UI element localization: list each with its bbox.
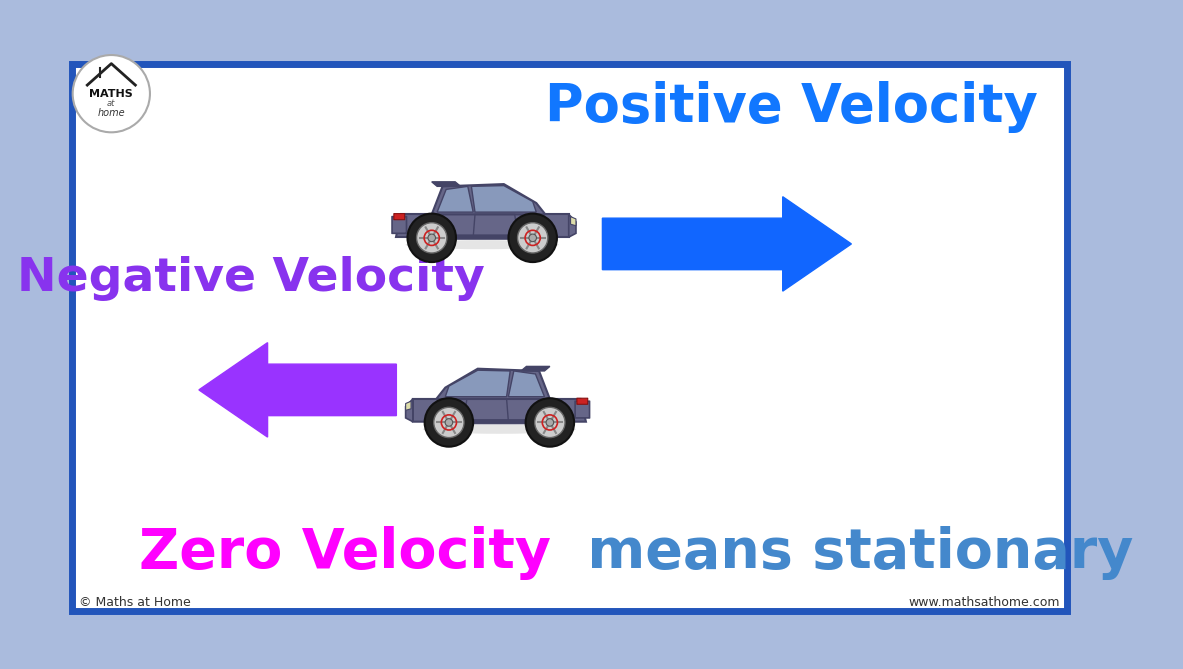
Polygon shape: [406, 399, 413, 421]
FancyBboxPatch shape: [431, 419, 568, 424]
Polygon shape: [432, 184, 545, 214]
Text: means stationary: means stationary: [568, 526, 1133, 580]
FancyArrow shape: [602, 197, 852, 291]
Polygon shape: [569, 214, 576, 237]
Circle shape: [517, 223, 548, 253]
Circle shape: [509, 213, 557, 262]
Polygon shape: [570, 217, 576, 225]
Polygon shape: [432, 182, 460, 187]
Circle shape: [547, 419, 554, 426]
Polygon shape: [395, 214, 569, 237]
Text: Zero Velocity: Zero Velocity: [138, 526, 551, 580]
Text: home: home: [97, 108, 125, 118]
FancyBboxPatch shape: [577, 398, 588, 404]
Polygon shape: [521, 367, 550, 371]
Polygon shape: [406, 401, 411, 410]
FancyBboxPatch shape: [394, 213, 405, 219]
Text: Positive Velocity: Positive Velocity: [545, 80, 1037, 132]
Circle shape: [529, 234, 536, 242]
FancyArrow shape: [199, 343, 396, 437]
Polygon shape: [471, 185, 536, 212]
Circle shape: [525, 398, 574, 447]
Polygon shape: [437, 369, 550, 399]
Text: MATHS: MATHS: [90, 89, 134, 98]
Polygon shape: [413, 399, 586, 421]
FancyBboxPatch shape: [72, 64, 1067, 611]
FancyBboxPatch shape: [575, 401, 589, 418]
Circle shape: [72, 55, 150, 132]
Circle shape: [434, 407, 464, 438]
Polygon shape: [438, 187, 473, 212]
Text: © Maths at Home: © Maths at Home: [79, 596, 190, 609]
FancyBboxPatch shape: [392, 217, 407, 233]
Circle shape: [416, 223, 447, 253]
Ellipse shape: [406, 240, 558, 250]
Circle shape: [445, 419, 453, 426]
Ellipse shape: [422, 425, 576, 434]
Circle shape: [425, 398, 473, 447]
Text: Negative Velocity: Negative Velocity: [17, 256, 484, 301]
Text: at: at: [108, 100, 116, 108]
FancyBboxPatch shape: [414, 235, 551, 240]
Text: www.mathsathome.com: www.mathsathome.com: [909, 596, 1060, 609]
Polygon shape: [509, 371, 544, 397]
Circle shape: [428, 234, 435, 242]
Circle shape: [407, 213, 455, 262]
Polygon shape: [445, 370, 510, 397]
Circle shape: [535, 407, 565, 438]
